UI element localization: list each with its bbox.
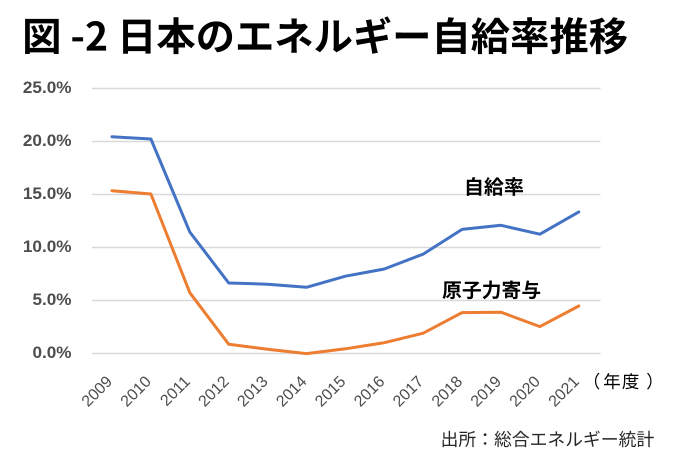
svg-text:2015: 2015 [312,373,349,410]
svg-text:25.0%: 25.0% [23,78,72,97]
svg-text:5.0%: 5.0% [33,290,72,309]
svg-text:0.0%: 0.0% [33,343,72,362]
svg-text:2009: 2009 [79,373,116,410]
svg-text:2021: 2021 [546,373,583,410]
svg-text:2017: 2017 [390,373,427,410]
svg-text:20.0%: 20.0% [23,131,72,150]
svg-text:2018: 2018 [429,373,466,410]
svg-text:2020: 2020 [507,373,544,410]
svg-text:10.0%: 10.0% [23,237,72,256]
svg-text:2013: 2013 [234,373,271,410]
svg-text:2012: 2012 [196,373,233,410]
svg-text:2014: 2014 [273,373,310,410]
svg-text:2019: 2019 [468,373,505,410]
svg-text:2016: 2016 [351,373,388,410]
svg-text:2011: 2011 [157,373,193,409]
svg-text:15.0%: 15.0% [23,184,72,203]
svg-text:2010: 2010 [118,373,155,410]
